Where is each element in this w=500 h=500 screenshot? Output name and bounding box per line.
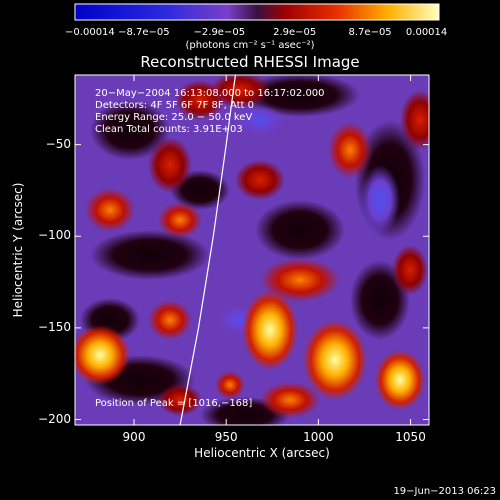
x-tick-label: 1050 — [395, 430, 426, 444]
colorbar-tick-label: 0.00014 — [405, 27, 448, 38]
info-clean-counts: Clean Total counts: 3.91E+03 — [95, 124, 243, 135]
x-tick-label: 1000 — [303, 430, 334, 444]
y-tick-label: −150 — [38, 319, 71, 334]
solar-limb-line — [179, 74, 236, 426]
y-tick-label: −50 — [45, 136, 71, 151]
colorbar-tick-label: −0.00014 — [65, 27, 115, 38]
y-axis-ticks — [75, 144, 429, 421]
colorbar-tick-label: −2.9e−05 — [193, 27, 246, 38]
footer-timestamp: 19−Jun−2013 06:23 — [393, 486, 496, 497]
info-energy-range: Energy Range: 25.0 − 50.0 keV — [95, 112, 253, 123]
chart-title: Reconstructed RHESSI Image — [140, 53, 360, 71]
y-axis-label: Heliocentric Y (arcsec) — [11, 182, 25, 318]
x-tick-label: 950 — [214, 430, 238, 444]
info-detectors: Detectors: 4F 5F 6F 7F 8F, Att 0 — [95, 100, 255, 111]
heatmap-image — [75, 75, 429, 425]
colorbar-gradient — [74, 3, 440, 21]
colorbar-units: (photons cm⁻² s⁻¹ asec⁻²) — [185, 40, 315, 51]
colorbar-tick-label: 8.7e−05 — [348, 27, 392, 38]
colorbar — [74, 3, 440, 21]
colorbar-tick-label: −8.7e−05 — [118, 27, 170, 38]
colorbar-tick-label: 2.9e−05 — [273, 27, 317, 38]
y-tick-label: −200 — [38, 411, 71, 426]
y-tick-label: −100 — [38, 228, 71, 243]
info-time-range: 20−May−2004 16:13:08.000 to 16:17:02.000 — [95, 88, 325, 99]
x-axis-ticks — [133, 75, 412, 425]
x-axis-label: Heliocentric X (arcsec) — [194, 446, 330, 460]
x-tick-label: 900 — [122, 430, 146, 444]
peak-position-label: Position of Peak = [1016,−168] — [95, 398, 253, 409]
plot-frame — [74, 74, 430, 426]
